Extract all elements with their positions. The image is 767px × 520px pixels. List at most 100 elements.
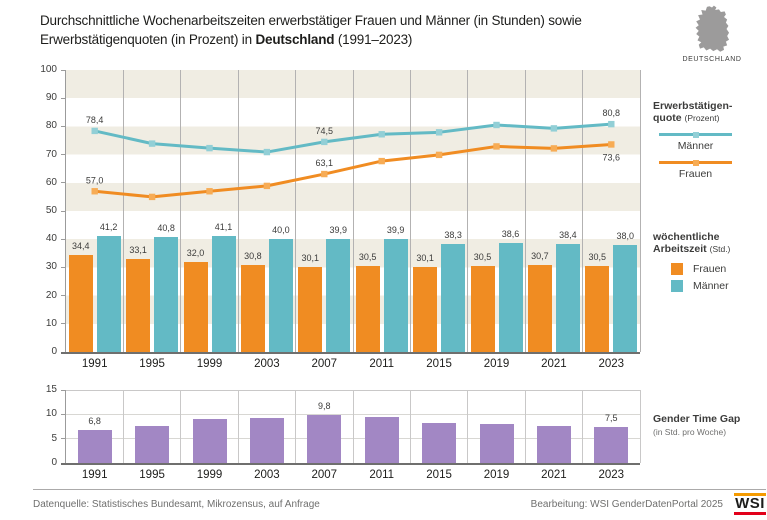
x-axis-year: 2019: [483, 358, 510, 370]
x-axis-year: 2011: [369, 358, 395, 370]
quote-lines-layer: 78,4 74,5 80,8 57,0 63,1 73,6: [86, 108, 621, 201]
footer-source: Datenquelle: Statistisches Bundesamt, Mi…: [33, 499, 320, 510]
main-chart-plot: 0 10 20 30 40 50 60 70 80 90 100 34,4 33,1 32,0 30,8 30…: [40, 64, 641, 370]
vgridline: [295, 70, 297, 352]
quote-line-frauen: [94, 142, 612, 199]
quote-line-frauen-marker: [550, 145, 558, 152]
hours-bar-value-label: 30,1: [416, 253, 434, 264]
legend-hours-line1: wöchentliche: [653, 231, 720, 243]
gap-x-axis-year: 2007: [311, 469, 338, 481]
legend-unit: (Prozent): [684, 113, 720, 123]
gap-bar: [77, 429, 112, 463]
hours-bar-frauen: [68, 254, 93, 352]
gap-x-axis-year: 2003: [254, 469, 280, 481]
quote-value-label: 78,4: [86, 115, 104, 125]
gap-x-axis-year: 2019: [483, 469, 510, 481]
y-axis-tick: [61, 154, 65, 156]
hours-bar-maenner: [96, 235, 121, 352]
y-axis-label: 80: [45, 120, 57, 132]
vgridline: [582, 70, 584, 352]
title-country: Deutschland: [255, 32, 335, 47]
y-axis-label: 10: [45, 317, 57, 329]
y-axis-label: 20: [45, 289, 57, 301]
y-axis-label: 100: [40, 64, 57, 75]
quote-line-frauen-marker: [321, 170, 328, 178]
quote-line-frauen-marker: [493, 143, 500, 150]
quote-line-maenner-marker: [263, 148, 271, 156]
hours-bar-frauen: [298, 267, 323, 352]
hours-bar-value-label: 30,8: [244, 251, 262, 262]
hours-bar-maenner: [268, 239, 293, 352]
germany-map-block: DEUTSCHLAND: [678, 5, 746, 63]
hours-bar-maenner: [211, 236, 236, 352]
hours-bar-maenner: [613, 244, 638, 352]
orange-marker-icon: [692, 159, 699, 166]
legend-weekly-hours-title: wöchentliche Arbeitszeit (Std.): [653, 231, 767, 255]
gap-vgridline: [122, 390, 124, 463]
y-axis-tick: [61, 125, 65, 127]
vgridline: [180, 70, 182, 352]
gap-y-axis-label: 15: [45, 384, 57, 395]
gap-chart-plot: 0 5 10 15 6,8 9,8 7,5 1991 1995 1999 2003 2007 2011 2…: [46, 384, 641, 481]
hours-bar-value-label: 30,5: [358, 251, 377, 262]
legend-gender-time-gap: Gender Time Gap (in Std. pro Woche): [653, 413, 767, 437]
gap-bar: [594, 426, 629, 463]
gap-x-axis-year: 1991: [81, 469, 108, 481]
gap-bar: [192, 418, 227, 463]
gap-y-axis-label: 5: [51, 432, 57, 444]
hours-bar-value-label: 30,5: [473, 251, 492, 262]
hours-bar-value-label: 38,4: [559, 229, 577, 240]
y-axis-tick: [61, 238, 65, 240]
gap-x-axis-year: 2011: [369, 469, 395, 481]
gap-vgridline: [352, 390, 354, 463]
hours-bar-value-label: 38,6: [501, 229, 520, 240]
y-axis-tick: [61, 295, 65, 297]
quote-line-frauen-marker: [148, 193, 156, 201]
gap-bar: [479, 423, 514, 463]
quote-line-maenner-marker: [91, 127, 98, 135]
frauen-swatch-icon: [671, 263, 683, 275]
hours-bar-value-label: 39,9: [329, 225, 348, 236]
vgridline: [409, 70, 411, 352]
gap-y-axis-tick: [61, 413, 65, 415]
title-line1: Durchschnittliche Wochenarbeitszeiten er…: [40, 13, 582, 28]
legend-hours-unit: (Std.): [709, 244, 731, 254]
gap-y-axis-tick: [61, 389, 65, 391]
quote-line-maenner: [94, 122, 612, 154]
y-axis-label: 50: [45, 205, 57, 216]
gap-x-axis-line: [61, 463, 640, 465]
hours-bar-value-label: 38,3: [444, 229, 462, 240]
gap-value-label: 7,5: [605, 412, 618, 423]
hours-bar-frauen: [355, 265, 380, 352]
quote-line-maenner-marker: [378, 131, 385, 138]
vgridline: [237, 70, 239, 352]
y-axis-tick: [61, 323, 65, 325]
legend-hours-label-frauen: Frauen: [693, 263, 727, 275]
quote-value-label: 74,5: [316, 126, 334, 136]
gap-value-label: 6,8: [88, 415, 101, 426]
gap-y-axis-label: 10: [45, 408, 57, 420]
hours-bar-value-label: 33,1: [129, 244, 147, 255]
legend-title-line2: quote: [653, 112, 682, 124]
chart-title: Durchschnittliche Wochenarbeitszeiten er…: [40, 11, 582, 49]
hours-bar-value-label: 41,1: [214, 222, 233, 233]
quote-value-label: 73,6: [603, 152, 621, 162]
gap-bar: [307, 415, 342, 463]
germany-map-icon: [695, 5, 730, 52]
hours-bar-value-label: 32,0: [186, 247, 205, 258]
gap-x-axis-year: 1995: [139, 469, 165, 481]
legend-employment-rate-title: Erwerbstätigen- quote (Prozent): [653, 100, 767, 124]
hours-bar-value-label: 30,5: [588, 251, 607, 262]
hours-bar-frauen: [527, 265, 552, 352]
gap-x-axis-year: 2021: [541, 469, 567, 481]
footer-divider: [33, 489, 766, 490]
x-axis-year: 2007: [311, 358, 338, 370]
y-axis-label: 90: [45, 92, 57, 104]
hours-bar-maenner: [498, 243, 523, 352]
quote-line-maenner-marker: [550, 125, 558, 132]
legend-employment-rate: Erwerbstätigen- quote (Prozent) Männer F…: [653, 100, 767, 180]
germany-map-label: DEUTSCHLAND: [682, 56, 742, 63]
quote-line-maenner-marker: [321, 138, 328, 146]
quote-line-frauen-marker: [263, 182, 271, 190]
quote-line-frauen-marker: [435, 151, 443, 159]
